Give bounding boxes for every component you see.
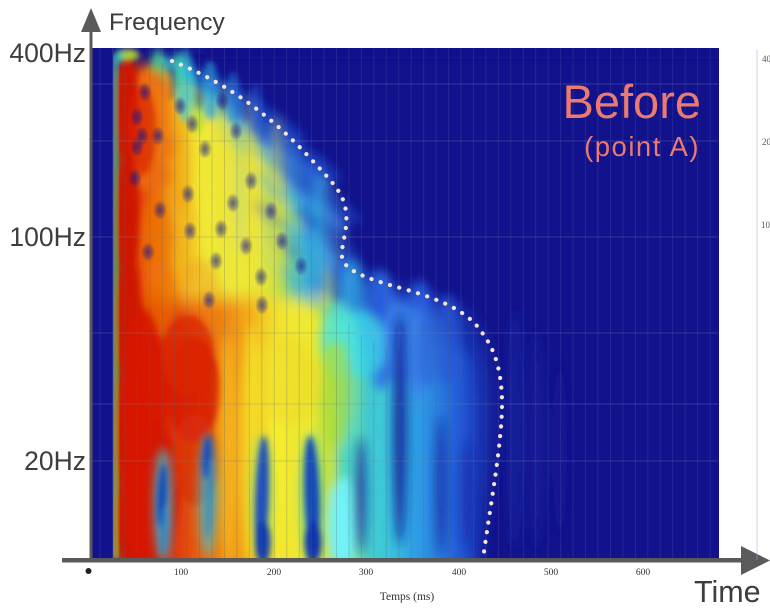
svg-text:300: 300 (359, 568, 374, 578)
svg-text:400Hz: 400Hz (9, 38, 86, 68)
svg-text:400: 400 (452, 568, 467, 578)
svg-text:200: 200 (267, 568, 282, 578)
svg-text:100Hz: 100Hz (9, 222, 86, 252)
svg-text:500: 500 (544, 568, 559, 578)
svg-text:100: 100 (174, 568, 189, 578)
svg-text:Time: Time (694, 575, 761, 609)
svg-text:40: 40 (762, 54, 770, 64)
svg-text:Temps (ms): Temps (ms) (380, 591, 435, 603)
svg-text:Before: Before (563, 75, 701, 128)
svg-text:(point A): (point A) (584, 131, 700, 162)
svg-text:20Hz: 20Hz (24, 446, 86, 476)
svg-text:600: 600 (636, 568, 651, 578)
svg-text:Frequency: Frequency (109, 9, 226, 36)
svg-text:20: 20 (762, 137, 770, 147)
svg-text:10: 10 (761, 220, 770, 230)
